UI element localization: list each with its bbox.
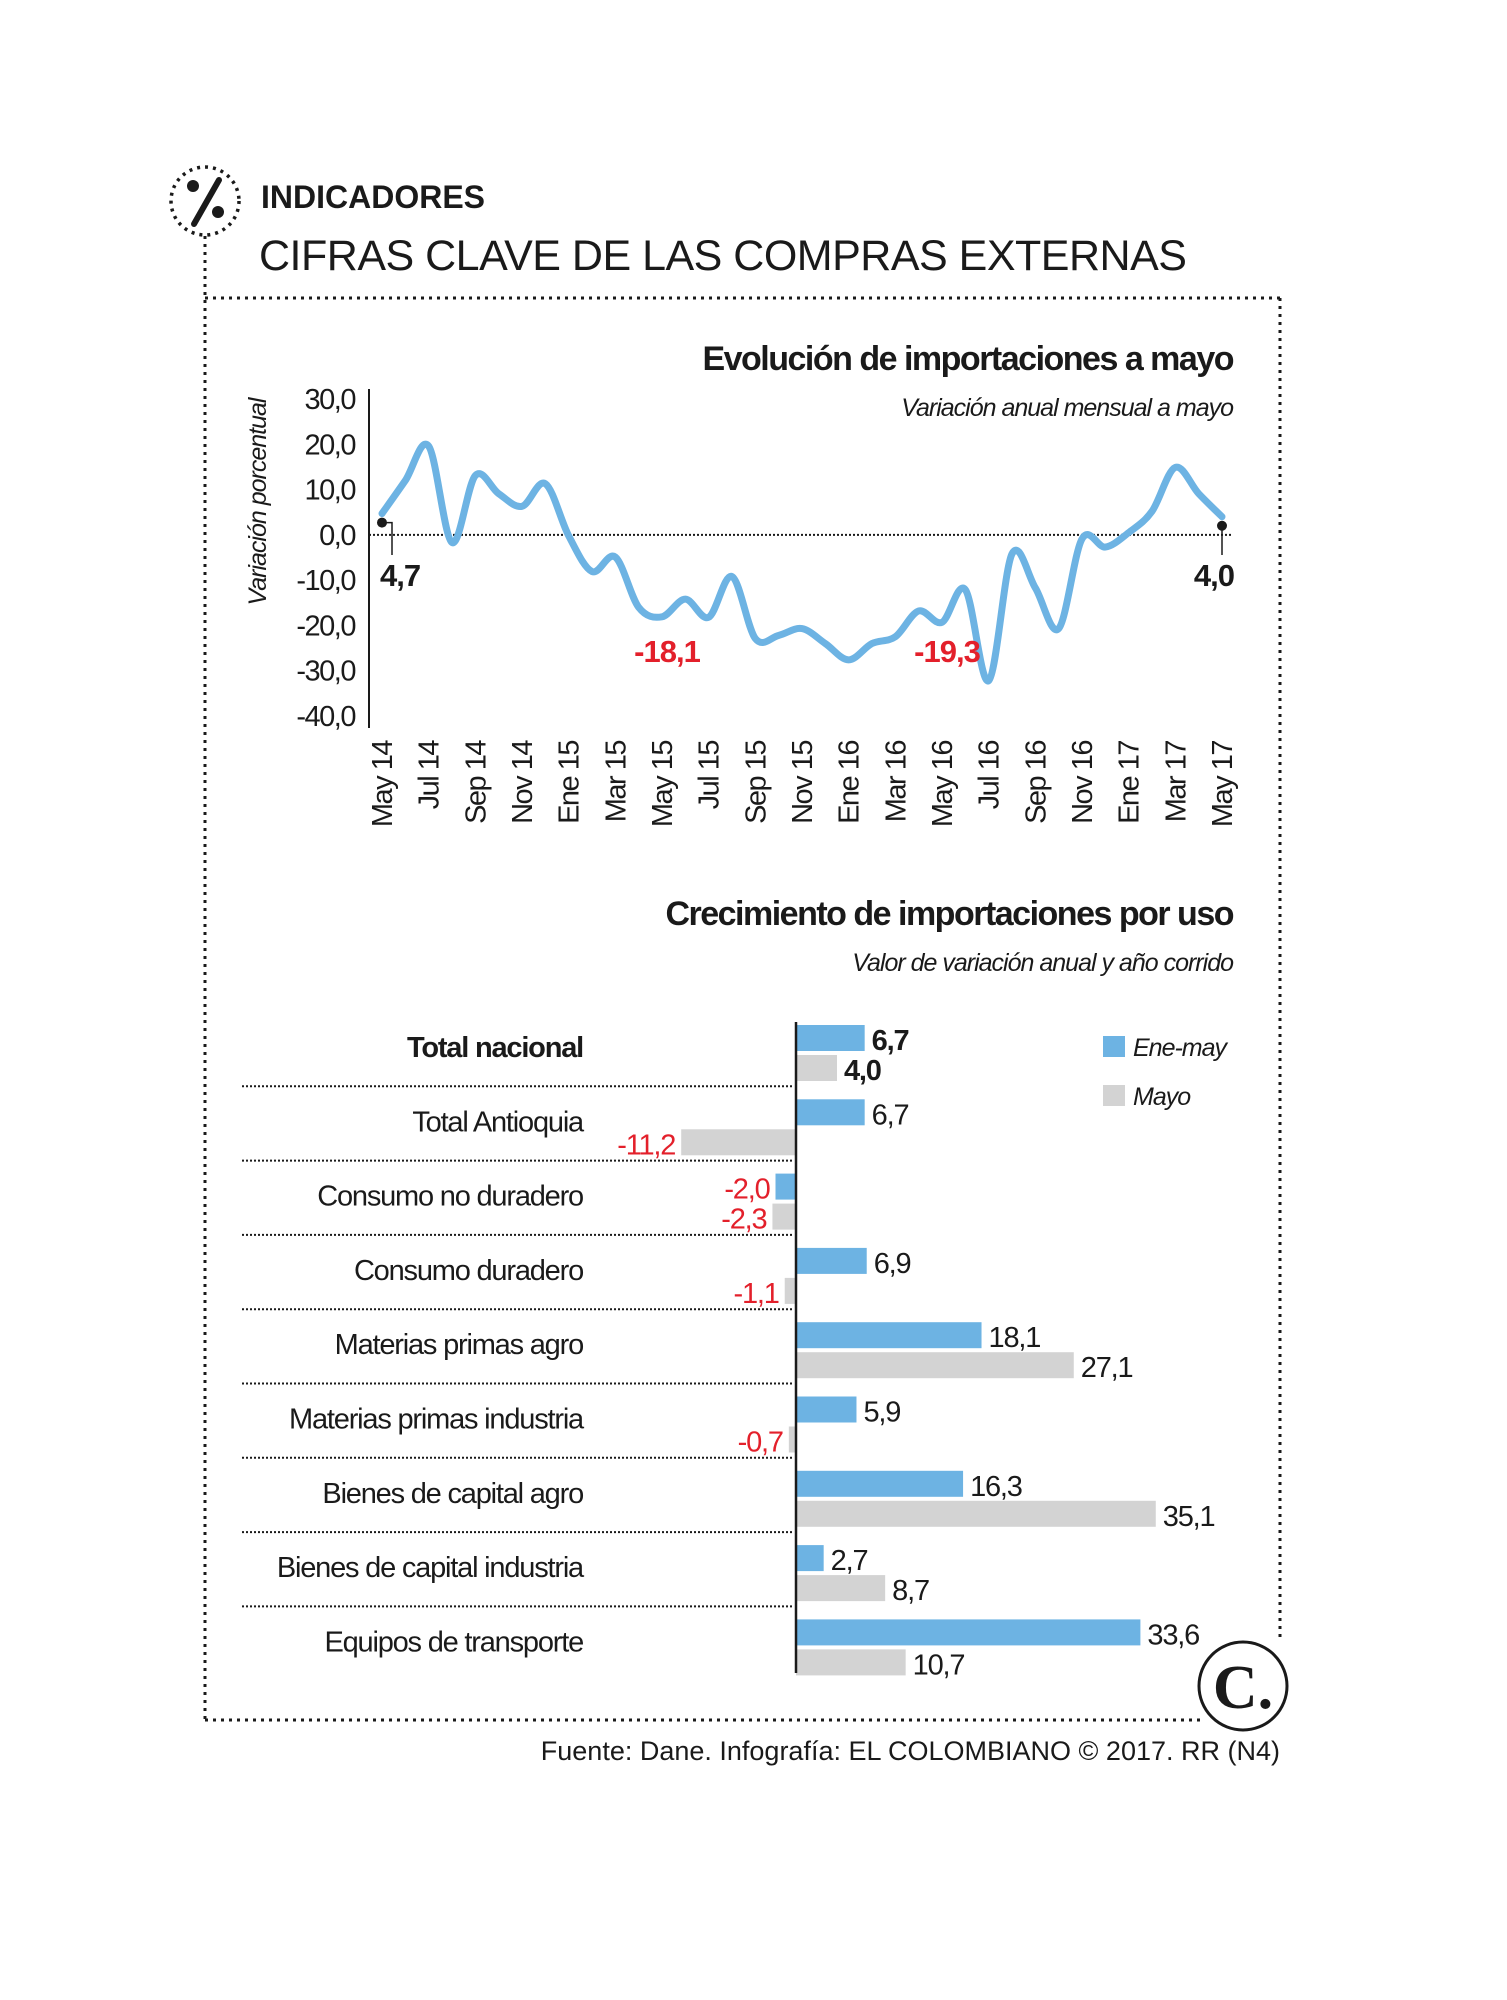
- percent-icon: [169, 165, 241, 237]
- x-tick-label: Mar 15: [600, 741, 632, 823]
- x-tick-label: Nov 15: [787, 741, 819, 824]
- annotation-label: 4,7: [380, 558, 420, 593]
- bar-mayo: [796, 1649, 906, 1676]
- legend-swatch-ene-may: [1103, 1036, 1125, 1057]
- y-tick-label: -20,0: [296, 610, 355, 642]
- bar-ene-may: [796, 1396, 857, 1423]
- legend-label-ene-may: Ene-may: [1133, 1034, 1229, 1062]
- y-tick-label: 10,0: [305, 475, 356, 507]
- x-tick-label: Mar 17: [1160, 741, 1192, 823]
- page-title: CIFRAS CLAVE DE LAS COMPRAS EXTERNAS: [259, 232, 1186, 280]
- y-tick-label: -30,0: [296, 656, 355, 688]
- line-chart-ylabel: Variación porcentual: [244, 396, 272, 605]
- bar-ene-may: [775, 1173, 796, 1200]
- x-tick-label: May 14: [367, 740, 399, 827]
- bar-value-label: 4,0: [844, 1055, 881, 1087]
- bar-value-label: -2,0: [724, 1174, 769, 1206]
- bar-ene-may: [796, 1247, 867, 1274]
- line-chart-title: Evolución de importaciones a mayo: [702, 340, 1233, 378]
- bar-ene-may: [796, 1470, 964, 1497]
- x-tick-label: Sep 16: [1020, 741, 1052, 824]
- line-chart: 30,0 20,0 10,0 0,0 -10,0 -20,0 -30,0 -40,0 May 1…: [296, 384, 1239, 827]
- bar-value-label: 27,1: [1081, 1352, 1133, 1384]
- bar-value-label: 18,1: [989, 1322, 1041, 1354]
- category-label: Materias primas industria: [289, 1404, 585, 1436]
- bar-mayo: [788, 1426, 796, 1453]
- category-label: Total Antioquia: [412, 1106, 585, 1138]
- x-tick-label: May 16: [927, 741, 959, 827]
- bar-chart-subtitle: Valor de variación anual y año corrido: [852, 949, 1234, 977]
- bar-chart-title: Crecimiento de importaciones por uso: [665, 895, 1233, 933]
- y-tick-label: 0,0: [319, 520, 355, 552]
- bar-mayo: [681, 1129, 796, 1156]
- bar-value-label: 16,3: [970, 1471, 1022, 1503]
- x-tick-label: Ene 15: [554, 741, 586, 824]
- bar-mayo: [796, 1575, 886, 1602]
- bar-value-label: 6,9: [874, 1248, 911, 1280]
- bar-value-label: -2,3: [721, 1204, 766, 1236]
- category-label: Total nacional: [407, 1032, 583, 1064]
- line-chart-subtitle: Variación anual mensual a mayo: [901, 394, 1234, 422]
- annotation-label: -18,1: [634, 634, 700, 669]
- import-variation-line: [378, 440, 1226, 685]
- x-tick-label: Jul 14: [414, 740, 446, 810]
- bar-value-label: 8,7: [892, 1575, 929, 1607]
- annotation-label: -19,3: [914, 634, 980, 669]
- bar-mayo: [772, 1203, 796, 1230]
- category-label: Equipos de transporte: [324, 1626, 583, 1658]
- bar-value-label: 5,9: [863, 1397, 900, 1429]
- category-label: Bienes de capital industria: [277, 1552, 585, 1584]
- category-label: Consumo no duradero: [317, 1181, 583, 1213]
- bar-value-label: 6,7: [872, 1025, 909, 1057]
- bar-value-label: -0,7: [738, 1427, 783, 1459]
- el-colombiano-logo: C.: [1197, 1640, 1289, 1732]
- bar-ene-may: [796, 1545, 824, 1572]
- bar-value-label: -11,2: [617, 1129, 675, 1161]
- bar-ene-may: [796, 1619, 1141, 1646]
- category-label: Bienes de capital agro: [322, 1478, 583, 1510]
- x-tick-label: May 15: [647, 741, 679, 827]
- source-footer: Fuente: Dane. Infografía: EL COLOMBIANO …: [541, 1736, 1280, 1766]
- category-label: Consumo duradero: [354, 1255, 583, 1287]
- dotted-frame: [203, 236, 1282, 1722]
- svg-text:C.: C.: [1213, 1654, 1273, 1722]
- x-tick-label: May 17: [1207, 741, 1239, 827]
- bar-ene-may: [796, 1322, 982, 1349]
- x-tick-label: Sep 14: [460, 740, 492, 824]
- bar-value-label: 2,7: [831, 1545, 868, 1577]
- bar-value-label: 33,6: [1147, 1619, 1199, 1651]
- bar-mayo: [796, 1500, 1156, 1527]
- x-tick-label: Jul 16: [974, 741, 1006, 810]
- bar-mayo: [784, 1277, 796, 1304]
- x-tick-label: Nov 16: [1067, 741, 1099, 824]
- x-tick-label: Nov 14: [507, 740, 539, 824]
- y-tick-label: -10,0: [296, 565, 355, 597]
- bar-value-label: -1,1: [734, 1278, 779, 1310]
- legend: Ene-may Mayo: [1103, 1034, 1230, 1111]
- legend-swatch-mayo: [1103, 1085, 1125, 1106]
- bar-mayo: [796, 1352, 1074, 1379]
- category-label: Materias primas agro: [335, 1329, 583, 1361]
- x-tick-label: Sep 15: [740, 741, 772, 824]
- bar-ene-may: [796, 1025, 865, 1051]
- bar-value-label: 10,7: [913, 1649, 965, 1681]
- annotation-leader: [382, 521, 393, 555]
- bar-mayo: [796, 1055, 837, 1081]
- x-tick-label: Mar 16: [880, 741, 912, 823]
- bar-ene-may: [796, 1099, 865, 1126]
- y-tick-label: -40,0: [296, 701, 355, 733]
- x-tick-label: Ene 17: [1114, 741, 1146, 824]
- annotation-label: 4,0: [1194, 558, 1234, 593]
- section-label: INDICADORES: [261, 179, 485, 215]
- x-tick-label: Jul 15: [694, 741, 726, 810]
- y-tick-label: 30,0: [305, 384, 356, 416]
- legend-label-mayo: Mayo: [1133, 1083, 1191, 1111]
- x-tick-label: Ene 16: [834, 741, 866, 824]
- y-tick-label: 20,0: [305, 429, 356, 461]
- bar-value-label: 6,7: [872, 1099, 909, 1131]
- bar-value-label: 35,1: [1163, 1501, 1215, 1533]
